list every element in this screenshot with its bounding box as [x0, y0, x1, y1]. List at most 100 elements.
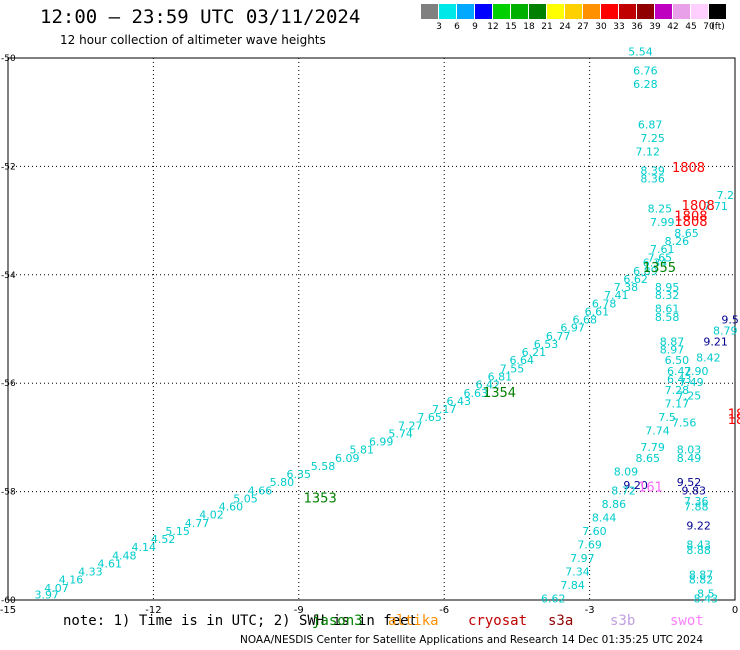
y-tick-label: -56 — [1, 379, 16, 389]
wave-height-value: 8.97 — [660, 343, 685, 356]
wave-height-value: 7.34 — [565, 566, 590, 579]
legend-label: 42 — [667, 22, 679, 32]
x-tick-label: -12 — [145, 605, 161, 616]
wave-height-value: 8.44 — [592, 511, 617, 524]
wave-height-value: 8.86 — [602, 498, 627, 511]
legend-swatch — [439, 4, 456, 19]
wave-height-value: 6.35 — [287, 468, 312, 481]
y-tick-label: -54 — [1, 271, 16, 281]
time-label: 1808 — [674, 215, 707, 230]
wave-height-value: 6.99 — [369, 436, 394, 449]
wave-height-value: 9.52 — [677, 476, 702, 489]
legend-label: 6 — [454, 22, 460, 32]
wave-height-value: 8.39 — [640, 165, 665, 178]
wave-height-value: 7.74 — [645, 425, 670, 438]
wave-height-value: 6.63 — [463, 387, 488, 400]
x-tick-label: -15 — [0, 605, 16, 616]
legend-swatch — [547, 4, 564, 19]
wave-height-value: 4.52 — [151, 533, 176, 546]
legend-swatch — [565, 4, 582, 19]
legend-label: 36 — [631, 22, 643, 32]
legend-swatch — [457, 4, 474, 19]
wave-height-value: 9.21 — [703, 335, 728, 348]
wave-height-value: 6.68 — [573, 314, 598, 327]
legend-swatch — [493, 4, 510, 19]
wave-height-value: 6.62 — [623, 273, 648, 286]
legend-swatch — [529, 4, 546, 19]
wave-height-value: 8.26 — [665, 235, 690, 248]
footer-note: note: 1) Time is in UTC; 2) SWH is in fe… — [63, 613, 418, 629]
wave-height-value: 5.80 — [270, 476, 295, 489]
wave-height-value: 6.61 — [585, 305, 610, 318]
legend-swatch — [583, 4, 600, 19]
wave-height-value: 5.15 — [165, 525, 190, 538]
legend-label: 39 — [649, 22, 661, 32]
time-label: 180 — [728, 413, 740, 428]
x-tick-label: -6 — [439, 605, 449, 616]
wave-height-value: 7.49 — [679, 376, 704, 389]
wave-height-value: 8.87 — [689, 568, 714, 581]
wave-height-value: 7.25 — [640, 132, 665, 145]
wave-height-value: 7.56 — [672, 417, 697, 430]
wave-height-value: 5.81 — [350, 444, 375, 457]
wave-height-value: 4.14 — [131, 541, 156, 554]
wave-height-value: 6.62 — [541, 593, 566, 606]
wave-height-value: 7.61 — [650, 243, 675, 256]
wave-height-value: 6.42 — [476, 379, 501, 392]
page-title: 12:00 – 23:59 UTC 03/11/2024 — [40, 6, 361, 28]
wave-height-value: 4.16 — [59, 574, 84, 587]
y-tick-label: -60 — [1, 596, 16, 606]
legend-label: 12 — [487, 22, 499, 32]
legend-label: 3 — [436, 22, 442, 32]
wave-height-value: 7.84 — [560, 579, 585, 592]
wave-height-value: 5.58 — [311, 460, 336, 473]
wave-height-value: 7.17 — [432, 403, 457, 416]
wave-height-value: 7.5 — [658, 411, 676, 424]
satellite-label: swot — [670, 613, 704, 629]
wave-height-value: 8.79 — [713, 324, 738, 337]
legend-swatch — [709, 4, 726, 19]
wave-height-value: 5.74 — [388, 427, 413, 440]
wave-height-value: 6.43 — [667, 373, 692, 386]
satellite-label: cryosat — [468, 613, 528, 629]
wave-height-value: 7.28 — [665, 384, 690, 397]
wave-height-value: 7.60 — [582, 525, 607, 538]
legend-label: 33 — [613, 22, 625, 32]
wave-height-value: 7.55 — [500, 362, 525, 375]
wave-height-value: 4.60 — [219, 501, 244, 514]
legend-swatch — [421, 4, 438, 19]
wave-height-value: 8.03 — [677, 444, 702, 457]
page-subtitle: 12 hour collection of altimeter wave hei… — [60, 33, 326, 47]
wave-height-value: 8.65 — [674, 227, 699, 240]
wave-height-value: 4.61 — [98, 557, 123, 570]
wave-height-value: 8.58 — [655, 311, 680, 324]
wave-height-value: 7.65 — [648, 251, 673, 264]
wave-height-value: 6.53 — [534, 338, 559, 351]
legend-label: 45 — [685, 22, 697, 32]
wave-height-value: 9.83 — [682, 484, 707, 497]
time-label: 1808 — [682, 199, 715, 214]
satellite-label: s3a — [548, 613, 574, 629]
wave-height-value: 8.95 — [655, 281, 680, 294]
wave-height-value: 9.5 — [721, 314, 739, 327]
legend-label: 9 — [472, 22, 478, 32]
wave-height-value: 7.36 — [684, 495, 709, 508]
wave-height-value: 8.61 — [655, 303, 680, 316]
wave-height-value: 6.77 — [546, 330, 571, 343]
x-tick-label: -9 — [294, 605, 304, 616]
wave-height-value: 7.71 — [703, 200, 728, 213]
legend-label: 30 — [595, 22, 607, 32]
legend-swatch — [691, 4, 708, 19]
wave-height-value: 4.77 — [185, 517, 210, 530]
legend-unit: (ft) — [711, 22, 725, 32]
wave-height-value: 7.2 — [717, 189, 735, 202]
wave-height-value: 8.82 — [689, 574, 714, 587]
wave-height-value: 6.28 — [633, 78, 658, 91]
wave-height-value: 6.64 — [509, 354, 534, 367]
wave-height-value: 4.33 — [78, 566, 103, 579]
wave-height-value: 7.99 — [650, 216, 675, 229]
wave-height-value: 7.88 — [684, 501, 709, 514]
wave-height-value: 7.27 — [398, 419, 423, 432]
wave-height-value: 8.49 — [677, 452, 702, 465]
